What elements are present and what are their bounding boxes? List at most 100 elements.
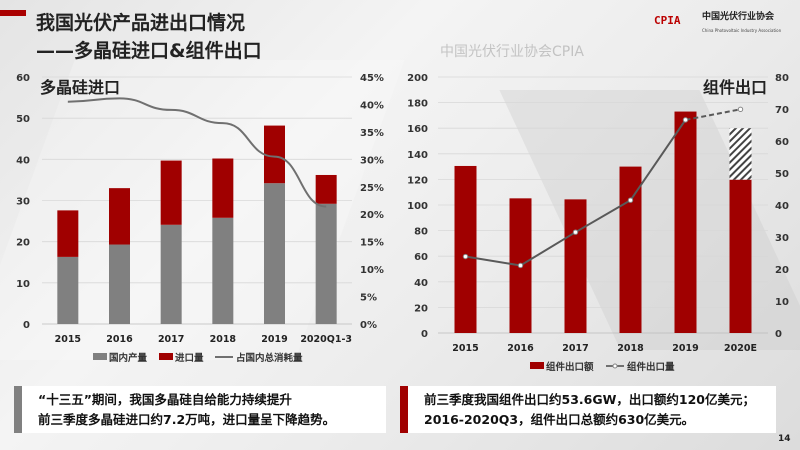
- note-line: “十三五”期间，我国多晶硅自给能力持续提升: [38, 392, 292, 407]
- y-tick-label: 80: [414, 227, 428, 238]
- x-tick-label: 2017: [562, 343, 588, 354]
- bar-进口量: [212, 158, 234, 218]
- x-tick-label: 2016: [106, 334, 133, 345]
- y2-tick-label: 30: [775, 233, 789, 244]
- y2-tick-label: 10%: [360, 265, 384, 276]
- logo-name-cn: 中国光伏行业协会: [702, 12, 775, 22]
- legend-label: 国内产量: [109, 352, 148, 364]
- y-tick-label: 0: [421, 329, 428, 340]
- y2-tick-label: 25%: [360, 183, 384, 194]
- bar-组件出口额: [619, 166, 642, 333]
- bar-estimate-hatched: [729, 128, 752, 180]
- legend-swatch: [93, 353, 107, 360]
- note-accent: [400, 386, 408, 433]
- note-line: 前三季度我国组件出口约53.6GW，出口额约120亿美元；: [424, 392, 755, 407]
- y-tick-label: 200: [407, 73, 428, 84]
- bar-组件出口额: [729, 179, 752, 333]
- y2-tick-label: 40: [775, 201, 789, 212]
- note-line: 2016-2020Q3，组件出口总额约630亿美元。: [424, 412, 695, 427]
- y-tick-label: 180: [407, 99, 428, 110]
- x-tick-label: 2019: [672, 343, 698, 354]
- y-tick-label: 140: [407, 150, 428, 161]
- line-marker: [462, 253, 469, 260]
- legend-label: 组件出口量: [627, 361, 675, 373]
- bar-国内产量: [160, 224, 182, 324]
- x-tick-label: 2017: [158, 334, 184, 345]
- y2-tick-label: 30%: [360, 155, 384, 166]
- y2-tick-label: 10: [775, 297, 789, 308]
- x-tick-label: 2020Q1-3: [300, 334, 352, 345]
- y-tick-label: 120: [407, 175, 428, 186]
- y2-tick-label: 80: [775, 73, 789, 84]
- y2-tick-label: 50: [775, 169, 789, 180]
- line-marker: [572, 229, 579, 235]
- x-tick-label: 2018: [210, 334, 237, 345]
- note-accent: [14, 386, 22, 433]
- line-marker: [627, 197, 634, 203]
- page-number: 14: [778, 434, 791, 444]
- chart-title-polysilicon: 多晶硅进口: [40, 78, 120, 97]
- title-accent: [0, 10, 26, 16]
- y-tick-label: 10: [16, 279, 30, 290]
- bar-进口量: [264, 125, 285, 184]
- x-tick-label: 2019: [261, 334, 287, 345]
- logo-name-en: China Photovoltaic Industry Association: [702, 28, 782, 33]
- y2-tick-label: 35%: [360, 128, 384, 139]
- watermark: 中国光伏行业协会CPIA: [440, 44, 584, 60]
- y-tick-label: 50: [16, 114, 30, 125]
- bar-进口量: [109, 188, 130, 245]
- x-tick-label: 2015: [452, 343, 478, 354]
- y2-tick-label: 0%: [360, 320, 377, 331]
- y2-tick-label: 20: [775, 265, 789, 276]
- x-tick-label: 2016: [507, 343, 534, 354]
- x-tick-label: 2018: [617, 343, 644, 354]
- line-组件出口量-estimate: [685, 108, 741, 121]
- line-marker: [737, 106, 744, 113]
- x-tick-label: 2020E: [724, 343, 757, 354]
- legend-swatch: [530, 362, 544, 369]
- y-tick-label: 40: [16, 155, 30, 166]
- page-subtitle: ——多晶硅进口&组件出口: [36, 40, 262, 62]
- bar-进口量: [57, 210, 79, 257]
- y-tick-label: 160: [407, 124, 428, 135]
- note-box-polysilicon: “十三五”期间，我国多晶硅自给能力持续提升 前三季度多晶硅进口约7.2万吨，进口…: [14, 386, 386, 433]
- y-tick-label: 40: [414, 278, 428, 289]
- chart-title-module: 组件出口: [703, 78, 767, 97]
- bar-组件出口额: [454, 165, 477, 333]
- bar-国内产量: [264, 183, 285, 324]
- logo-mark: CPIA: [654, 14, 681, 27]
- y-tick-label: 30: [16, 197, 30, 208]
- x-tick-label: 2015: [55, 334, 81, 345]
- y-tick-label: 20: [16, 238, 30, 249]
- page-title: 我国光伏产品进出口情况: [36, 12, 246, 34]
- note-box-module: 前三季度我国组件出口约53.6GW，出口额约120亿美元； 2016-2020Q…: [400, 386, 776, 433]
- y2-tick-label: 40%: [360, 100, 384, 111]
- y-tick-label: 60: [16, 73, 30, 84]
- y-tick-label: 100: [407, 201, 428, 212]
- bar-进口量: [315, 174, 337, 204]
- bar-组件出口额: [564, 199, 587, 333]
- cpia-logo: CPIA 中国光伏行业协会 China Photovoltaic Industr…: [650, 12, 790, 40]
- y2-tick-label: 5%: [360, 293, 377, 304]
- line-占国内总消耗量: [67, 97, 327, 208]
- line-marker: [682, 117, 689, 123]
- bar-国内产量: [212, 217, 234, 324]
- y-tick-label: 60: [414, 252, 428, 263]
- line-marker: [517, 262, 524, 269]
- legend-marker: [612, 363, 618, 369]
- bar-组件出口额: [674, 111, 697, 333]
- legend-swatch: [159, 353, 173, 360]
- y2-tick-label: 45%: [360, 73, 384, 84]
- bar-国内产量: [57, 256, 79, 324]
- note-line: 前三季度多晶硅进口约7.2万吨，进口量呈下降趋势。: [38, 412, 336, 427]
- legend-label: 进口量: [175, 352, 204, 364]
- y-tick-label: 20: [414, 303, 428, 314]
- bar-国内产量: [315, 203, 337, 324]
- y2-tick-label: 15%: [360, 238, 384, 249]
- y2-tick-label: 70: [775, 105, 789, 116]
- y2-tick-label: 0: [775, 329, 782, 340]
- bar-进口量: [160, 160, 182, 225]
- legend-label: 占国内总消耗量: [236, 352, 303, 364]
- legend-label: 组件出口额: [546, 361, 594, 373]
